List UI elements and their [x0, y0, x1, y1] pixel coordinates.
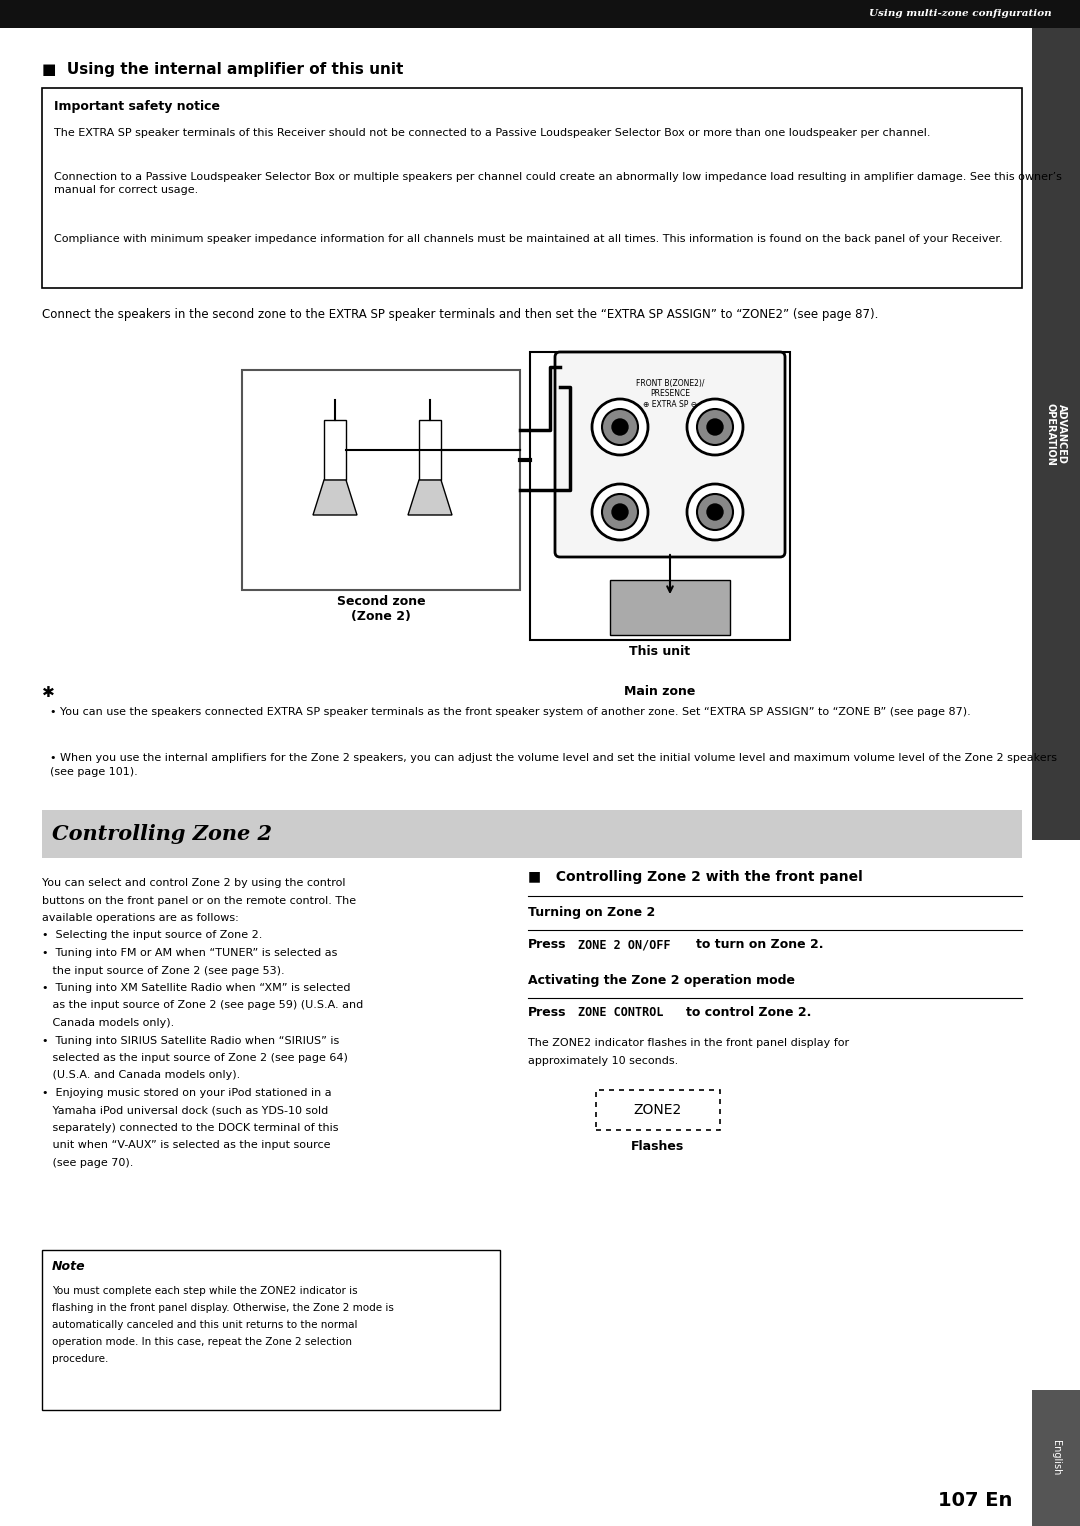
Text: ✱: ✱	[42, 685, 55, 700]
Text: ZONE 2 ON/OFF: ZONE 2 ON/OFF	[578, 938, 671, 951]
Text: the input source of Zone 2 (see page 53).: the input source of Zone 2 (see page 53)…	[42, 966, 285, 975]
Bar	[530, 353, 789, 639]
Text: The ZONE2 indicator flashes in the front panel display for: The ZONE2 indicator flashes in the front…	[528, 1038, 849, 1048]
Text: Compliance with minimum speaker impedance information for all channels must be m: Compliance with minimum speaker impedanc…	[54, 233, 1002, 244]
Text: • You can use the speakers connected EXTRA SP speaker terminals as the front spe: • You can use the speakers connected EXT…	[50, 707, 971, 717]
Text: to control Zone 2.: to control Zone 2.	[686, 1006, 811, 1019]
Text: This unit: This unit	[630, 645, 690, 658]
Text: Press: Press	[528, 1006, 567, 1019]
Bar	[419, 420, 441, 481]
Text: Connection to a Passive Loudspeaker Selector Box or multiple speakers per channe: Connection to a Passive Loudspeaker Sele…	[54, 172, 1062, 195]
Text: ADVANCED
OPERATION: ADVANCED OPERATION	[1045, 403, 1067, 465]
Text: 107 En: 107 En	[937, 1491, 1012, 1511]
Text: available operations are as follows:: available operations are as follows:	[42, 913, 239, 923]
Text: Canada models only).: Canada models only).	[42, 1018, 174, 1029]
Bar	[1032, 1390, 1080, 1526]
Text: selected as the input source of Zone 2 (see page 64): selected as the input source of Zone 2 (…	[42, 1053, 348, 1064]
Circle shape	[612, 504, 627, 520]
Text: automatically canceled and this unit returns to the normal: automatically canceled and this unit ret…	[52, 1320, 357, 1331]
Text: unit when “V-AUX” is selected as the input source: unit when “V-AUX” is selected as the inp…	[42, 1140, 330, 1151]
Circle shape	[697, 494, 733, 530]
Text: Controlling Zone 2: Controlling Zone 2	[52, 824, 272, 844]
Bar	[610, 580, 730, 635]
Bar	[1032, 27, 1080, 839]
Text: You must complete each step while the ZONE2 indicator is: You must complete each step while the ZO…	[52, 1286, 357, 1296]
Text: separately) connected to the DOCK terminal of this: separately) connected to the DOCK termin…	[42, 1123, 338, 1132]
Text: Note: Note	[52, 1260, 85, 1273]
Text: (see page 70).: (see page 70).	[42, 1158, 133, 1167]
Bar	[324, 420, 346, 481]
Text: Important safety notice: Important safety notice	[54, 101, 220, 113]
Text: The EXTRA SP speaker terminals of this Receiver should not be connected to a Pas: The EXTRA SP speaker terminals of this R…	[54, 128, 931, 137]
Bar	[42, 89, 1022, 288]
Circle shape	[602, 494, 638, 530]
Circle shape	[592, 398, 648, 455]
Text: (U.S.A. and Canada models only).: (U.S.A. and Canada models only).	[42, 1071, 240, 1080]
Text: ZONE2: ZONE2	[634, 1103, 683, 1117]
Circle shape	[602, 409, 638, 446]
Text: •  Tuning into XM Satellite Radio when “XM” is selected: • Tuning into XM Satellite Radio when “X…	[42, 983, 351, 993]
Text: You can select and control Zone 2 by using the control: You can select and control Zone 2 by usi…	[42, 877, 346, 888]
FancyBboxPatch shape	[555, 353, 785, 557]
Text: Activating the Zone 2 operation mode: Activating the Zone 2 operation mode	[528, 974, 795, 987]
Text: ■   Controlling Zone 2 with the front panel: ■ Controlling Zone 2 with the front pane…	[528, 870, 863, 884]
Text: flashing in the front panel display. Otherwise, the Zone 2 mode is: flashing in the front panel display. Oth…	[52, 1303, 394, 1312]
Text: procedure.: procedure.	[52, 1354, 108, 1364]
Text: approximately 10 seconds.: approximately 10 seconds.	[528, 1056, 678, 1067]
Text: Press: Press	[528, 938, 567, 951]
Text: Using multi-zone configuration: Using multi-zone configuration	[869, 9, 1052, 18]
Circle shape	[707, 420, 723, 435]
Text: •  Tuning into SIRIUS Satellite Radio when “SIRIUS” is: • Tuning into SIRIUS Satellite Radio whe…	[42, 1036, 339, 1045]
Text: FRONT B(ZONE2)/
PRESENCE
⊕ EXTRA SP ⊖: FRONT B(ZONE2)/ PRESENCE ⊕ EXTRA SP ⊖	[636, 378, 704, 409]
Text: as the input source of Zone 2 (see page 59) (U.S.A. and: as the input source of Zone 2 (see page …	[42, 1001, 363, 1010]
Text: •  Enjoying music stored on your iPod stationed in a: • Enjoying music stored on your iPod sta…	[42, 1088, 332, 1099]
Circle shape	[697, 409, 733, 446]
Polygon shape	[313, 481, 357, 514]
Text: buttons on the front panel or on the remote control. The: buttons on the front panel or on the rem…	[42, 896, 356, 905]
Circle shape	[707, 504, 723, 520]
Text: Connect the speakers in the second zone to the EXTRA SP speaker terminals and th: Connect the speakers in the second zone …	[42, 308, 878, 320]
Text: English: English	[1051, 1441, 1061, 1476]
Text: •  Selecting the input source of Zone 2.: • Selecting the input source of Zone 2.	[42, 931, 262, 940]
Text: Turning on Zone 2: Turning on Zone 2	[528, 906, 656, 919]
Bar	[0, 0, 1080, 27]
Bar	[242, 369, 519, 591]
Text: • When you use the internal amplifiers for the Zone 2 speakers, you can adjust t: • When you use the internal amplifiers f…	[50, 752, 1057, 777]
Text: Yamaha iPod universal dock (such as YDS-10 sold: Yamaha iPod universal dock (such as YDS-…	[42, 1105, 328, 1116]
Text: operation mode. In this case, repeat the Zone 2 selection: operation mode. In this case, repeat the…	[52, 1337, 352, 1347]
Text: ZONE CONTROL: ZONE CONTROL	[578, 1006, 663, 1019]
Text: Main zone: Main zone	[624, 685, 696, 697]
Text: •  Tuning into FM or AM when “TUNER” is selected as: • Tuning into FM or AM when “TUNER” is s…	[42, 948, 337, 958]
Circle shape	[592, 484, 648, 540]
Circle shape	[612, 420, 627, 435]
Bar	[42, 810, 1022, 858]
Circle shape	[687, 398, 743, 455]
Text: ■  Using the internal amplifier of this unit: ■ Using the internal amplifier of this u…	[42, 63, 403, 76]
Polygon shape	[408, 481, 453, 514]
Text: Second zone
(Zone 2): Second zone (Zone 2)	[337, 595, 426, 623]
Circle shape	[687, 484, 743, 540]
Text: Flashes: Flashes	[632, 1140, 685, 1154]
Text: to turn on Zone 2.: to turn on Zone 2.	[696, 938, 824, 951]
FancyBboxPatch shape	[596, 1090, 720, 1129]
Bar	[42, 1250, 500, 1410]
